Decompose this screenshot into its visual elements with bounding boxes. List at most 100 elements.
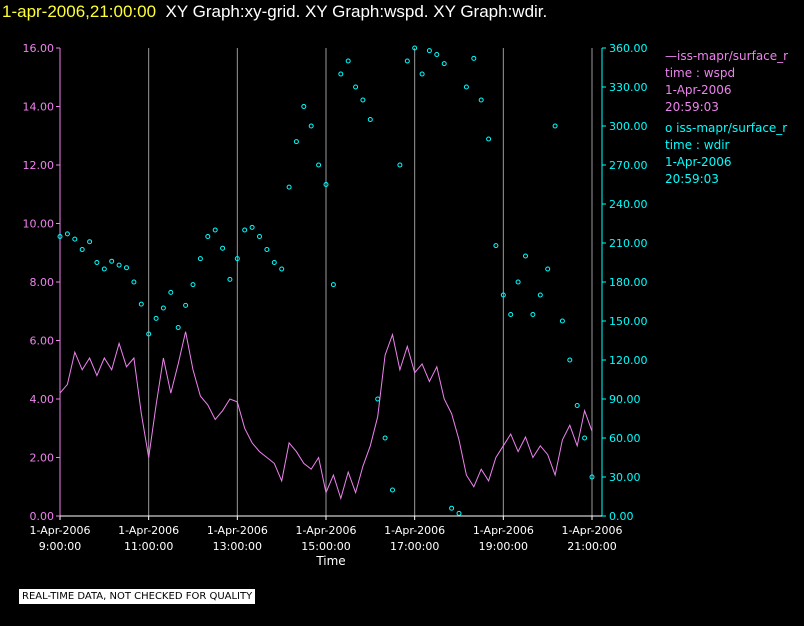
wdir-point [449, 505, 455, 511]
left-y-ticks: 0.00 2.00 4.00 6.00 8.00 10.00 12.00 14.00 16.00 [23, 42, 60, 523]
wdir-point [183, 302, 189, 308]
wdir-point [390, 487, 395, 493]
left-tick-label: 6.00 [30, 335, 55, 348]
legend-wspd-date: 1-Apr-2006 [665, 83, 732, 97]
wdir-point [101, 266, 107, 272]
right-tick-label: 240.00 [609, 198, 648, 211]
title-graph-list: XY Graph:xy-grid. XY Graph:wspd. XY Grap… [165, 2, 548, 21]
vertical-grid [59, 48, 593, 516]
wdir-point [146, 331, 152, 337]
wdir-point [515, 279, 521, 285]
wdir-point [412, 45, 418, 51]
left-tick-label: 4.00 [30, 393, 55, 406]
wdir-point [212, 227, 218, 233]
legend-wdir-var: time : wdir [665, 138, 730, 152]
right-tick-label: 360.00 [609, 42, 648, 55]
chart-title: 1-apr-2006,21:00:00 XY Graph:xy-grid. XY… [2, 2, 547, 22]
wdir-point [279, 266, 285, 272]
wdir-point [257, 234, 262, 239]
wdir-point [456, 510, 462, 516]
left-tick-label: 2.00 [30, 452, 55, 465]
left-tick-label: 10.00 [23, 218, 55, 231]
x-axis-label: Time [315, 554, 345, 568]
right-tick-label: 180.00 [609, 276, 648, 289]
wspd-series [59, 331, 593, 501]
right-tick-label: 210.00 [609, 237, 648, 250]
wdir-point [175, 325, 181, 330]
wdir-point [94, 260, 100, 265]
wdir-point [227, 276, 233, 282]
right-tick-label: 90.00 [609, 393, 641, 406]
x-tick-time: 21:00:00 [567, 540, 616, 553]
wdir-point [360, 97, 366, 103]
wdir-point [138, 301, 144, 307]
wdir-point [293, 139, 299, 145]
x-tick-time: 17:00:00 [390, 540, 439, 553]
wdir-point [559, 318, 565, 324]
wdir-point [323, 182, 329, 187]
wdir-point [493, 243, 499, 249]
wdir-point [589, 474, 595, 480]
wdir-point [419, 71, 425, 77]
wdir-point [382, 435, 388, 441]
wdir-point [87, 239, 93, 245]
wdir-point [64, 231, 70, 237]
wdir-point [220, 245, 226, 251]
wdir-point [471, 55, 477, 61]
x-tick-date: 1-Apr-2006 [29, 524, 90, 537]
x-tick-time: 15:00:00 [301, 540, 350, 553]
wdir-point [574, 403, 580, 408]
wdir-point [567, 357, 573, 363]
legend-wdir-time: 20:59:03 [665, 172, 719, 186]
wdir-point [426, 48, 432, 54]
wdir-point [190, 282, 196, 288]
wdir-point [131, 279, 137, 285]
wdir-point [316, 162, 322, 168]
wdir-point [109, 258, 115, 264]
wdir-point [116, 262, 122, 268]
wdir-point [286, 184, 292, 190]
left-tick-label: 0.00 [30, 510, 55, 523]
wdir-point [500, 292, 506, 298]
wdir-point [264, 247, 270, 252]
wdir-point [160, 305, 166, 311]
left-tick-label: 14.00 [23, 101, 55, 114]
wdir-point [530, 312, 536, 317]
legend-wdir-name: o iss-mapr/surface_r [665, 121, 788, 135]
wdir-point [330, 282, 336, 288]
wdir-point [441, 61, 447, 67]
wdir-point [197, 256, 203, 262]
legend-wspd[interactable]: —iss-mapr/surface_r time : wspd 1-Apr-20… [665, 48, 788, 116]
x-tick-time: 13:00:00 [213, 540, 262, 553]
right-y-ticks: 0.00 30.00 60.00 90.00 120.00 150.00 180.00 210… [602, 42, 648, 523]
legend-wspd-time: 20:59:03 [665, 100, 719, 114]
left-tick-label: 8.00 [30, 276, 55, 289]
wdir-point [486, 136, 492, 142]
right-tick-label: 60.00 [609, 432, 641, 445]
x-tick-time: 11:00:00 [124, 540, 173, 553]
wdir-point [375, 396, 381, 402]
wdir-point [397, 162, 403, 168]
legend-wspd-var: time : wspd [665, 66, 736, 80]
wdir-point [72, 236, 78, 242]
wdir-point [508, 312, 514, 317]
wdir-point [552, 123, 558, 129]
wdir-point [353, 84, 359, 90]
wdir-point [545, 266, 551, 272]
wdir-point [523, 253, 528, 259]
wdir-series [57, 45, 595, 516]
wdir-point [345, 58, 351, 64]
wdir-point [404, 58, 410, 64]
x-tick-date: 1-Apr-2006 [473, 524, 534, 537]
wdir-point [301, 104, 307, 109]
legend-wdir-date: 1-Apr-2006 [665, 155, 732, 169]
wdir-point [124, 265, 129, 271]
legend-wdir[interactable]: o iss-mapr/surface_r time : wdir 1-Apr-2… [665, 120, 787, 188]
wdir-point [271, 260, 277, 265]
left-tick-label: 16.00 [23, 42, 55, 55]
wdir-point [434, 52, 440, 57]
wdir-point [249, 224, 255, 230]
wdir-point [153, 315, 159, 321]
wdir-point [478, 97, 484, 103]
